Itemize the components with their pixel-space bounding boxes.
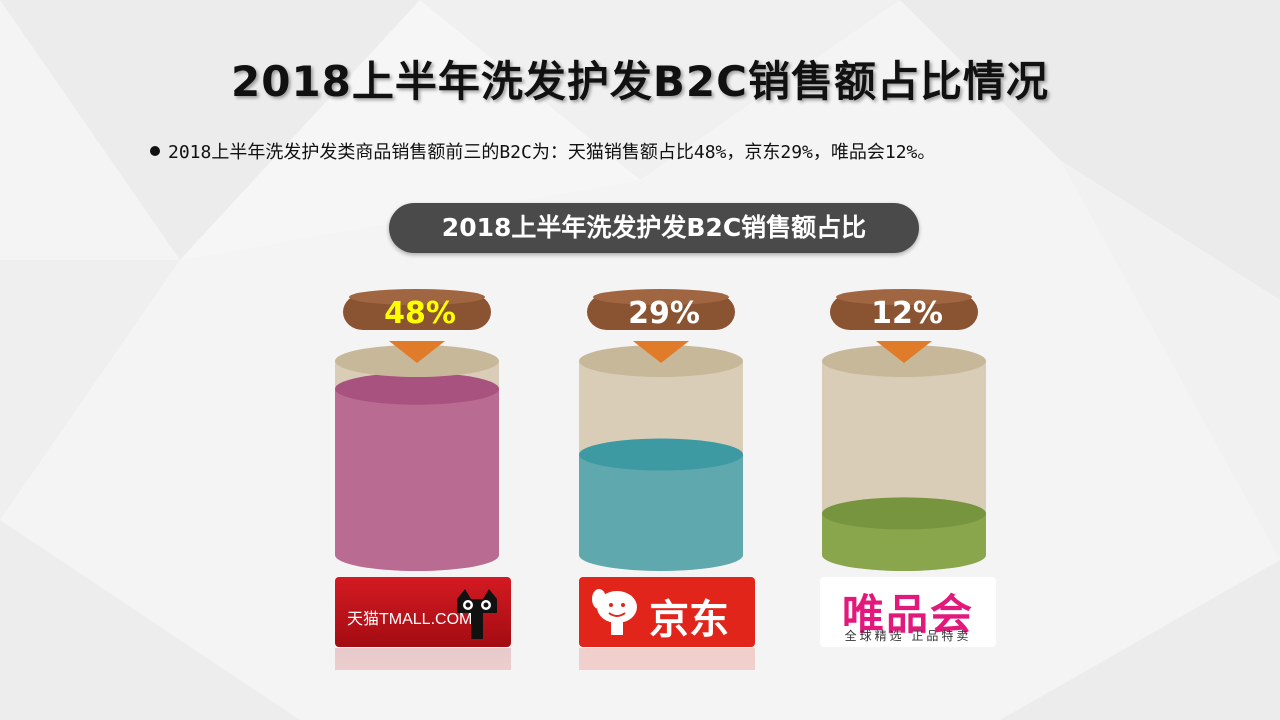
tmall-logo-text: 天猫TMALL.COM: [347, 611, 473, 628]
label-badge-top-tmall: [349, 289, 485, 305]
bullet-dot-icon: [150, 146, 160, 156]
pointer-vip: [876, 341, 932, 363]
bar-jd: [579, 454, 743, 571]
data-label-vip: 12%: [871, 296, 943, 331]
bar-top-tmall: [335, 372, 499, 405]
vip-logo: 唯品会 全球精选 正品特卖: [820, 577, 996, 647]
vip-logo-subtext: 全球精选 正品特卖: [844, 629, 972, 643]
tmall-cat-icon: [457, 589, 497, 639]
bar-top-vip: [822, 497, 986, 530]
jd-logo-text: 京东: [649, 597, 729, 643]
tmall-logo: 天猫TMALL.COM: [335, 577, 511, 647]
jd-logo: 京东: [579, 577, 755, 647]
bar-tmall: [335, 388, 499, 571]
bar-top-jd: [579, 438, 743, 471]
label-badge-top-vip: [836, 289, 972, 305]
pointer-jd: [633, 341, 689, 363]
vip-logo-text: 唯品会: [841, 590, 974, 639]
tmall-logo-reflection: [335, 648, 511, 670]
jd-logo-reflection: [579, 648, 755, 670]
summary-text: 2018上半年洗发护发类商品销售额前三的B2C为：天猫销售额占比48%，京东29…: [168, 142, 936, 163]
page-title: 2018上半年洗发护发B2C销售额占比情况: [231, 57, 1049, 106]
data-label-jd: 29%: [628, 296, 700, 331]
pointer-tmall: [389, 341, 445, 363]
bar-vip: [822, 513, 986, 571]
label-badge-top-jd: [593, 289, 729, 305]
chart-title: 2018上半年洗发护发B2C销售额占比: [389, 203, 919, 253]
jd-dog-icon: [592, 589, 637, 635]
summary-bullet: 2018上半年洗发护发类商品销售额前三的B2C为：天猫销售额占比48%，京东29…: [150, 138, 1170, 164]
data-label-tmall: 48%: [384, 296, 456, 331]
